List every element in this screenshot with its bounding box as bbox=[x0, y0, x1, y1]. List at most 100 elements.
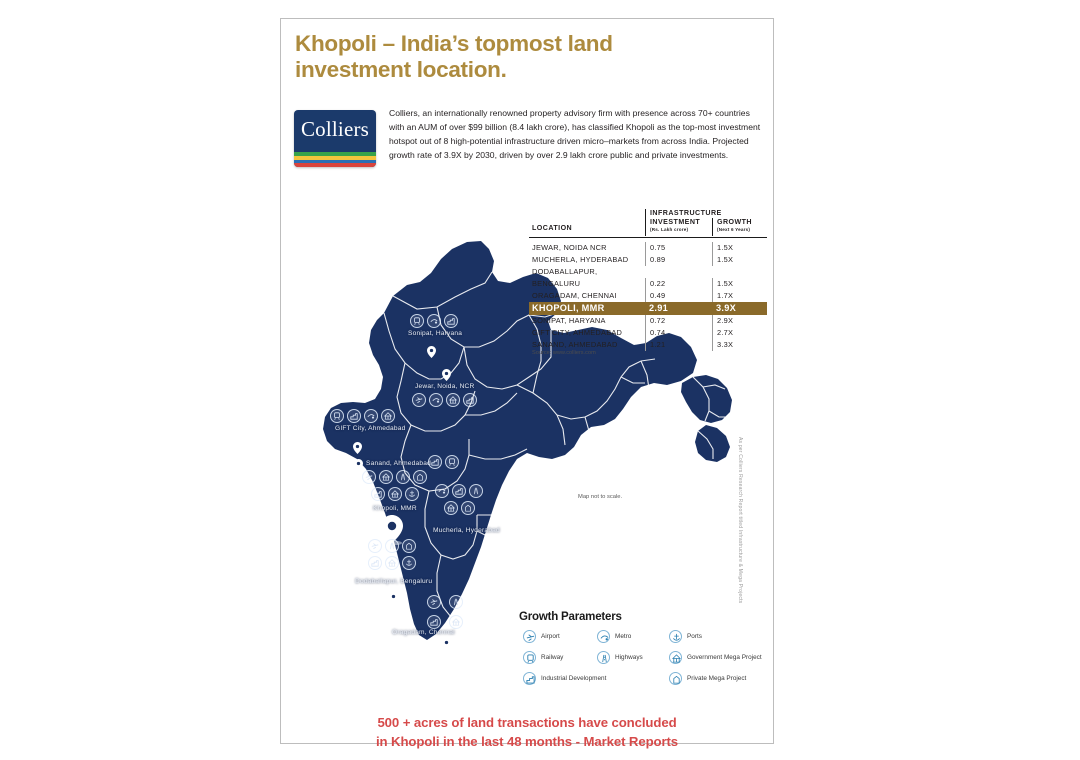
growth-parameters-grid: Airport Metro Ports Railway Highways Gov bbox=[519, 630, 769, 688]
railway-icon bbox=[330, 409, 344, 423]
footer-line-1: 500 + acres of land transactions have co… bbox=[377, 715, 677, 730]
industrial-development-icon bbox=[452, 484, 466, 498]
map-label-jewar: Jewar, Noida, NCR bbox=[415, 383, 475, 390]
highways-icon bbox=[396, 470, 410, 484]
cell-location: DODABALLAPUR, BENGALURU bbox=[532, 267, 598, 288]
cell-growth: 2.9X bbox=[712, 315, 767, 328]
legend-item-industrial-development: Industrial Development bbox=[523, 672, 606, 685]
logo-wordmark: Colliers bbox=[300, 117, 370, 141]
header-growth-unit: (Next 6 Years) bbox=[717, 227, 751, 233]
cell-location: SONIPAT, HARYANA bbox=[532, 316, 606, 326]
ports-icon bbox=[669, 630, 682, 643]
cell-growth: 1.5X bbox=[712, 277, 767, 290]
industrial-development-icon bbox=[428, 455, 442, 469]
highways-icon bbox=[597, 651, 610, 664]
table-row: ORAGADAM, CHENNAI 0.49 1.7X bbox=[529, 289, 767, 302]
india-map: Sonipat, Haryana Jewar, Noida, NCR GIFT … bbox=[289, 197, 769, 697]
cell-location: GIFT CITY, AHMEDABAD bbox=[532, 328, 623, 338]
cell-investment: 0.49 bbox=[645, 289, 712, 302]
header-growth-label: GROWTH bbox=[717, 218, 753, 227]
map-label-sanand: Sanand, Ahmedabad bbox=[366, 460, 431, 467]
government-mega-project-icon bbox=[444, 501, 458, 515]
cell-location: MUCHERLA, HYDERABAD bbox=[532, 255, 629, 265]
footer-line-2: in Khopoli in the last 48 months - Marke… bbox=[375, 734, 679, 750]
legend-item-private-mega-project: Private Mega Project bbox=[669, 672, 746, 685]
airport-icon bbox=[362, 470, 376, 484]
table-row: MUCHERLA, HYDERABAD 0.89 1.5X bbox=[529, 254, 767, 266]
table-row-highlighted: KHOPOLI, MMR 2.91 3.9X bbox=[529, 301, 767, 316]
map-pin-sanand bbox=[354, 458, 363, 471]
investment-table: LOCATION INFRASTRUCTURE INVESTMENT (Rs. … bbox=[529, 209, 767, 352]
airport-icon bbox=[427, 595, 441, 609]
airport-icon bbox=[368, 539, 382, 553]
map-label-sonipat: Sonipat, Haryana bbox=[408, 330, 463, 337]
header-investment-unit: (Rs. Lakh crore) bbox=[650, 227, 689, 233]
government-mega-project-icon bbox=[446, 393, 460, 407]
header-investment-label: INFRASTRUCTURE INVESTMENT bbox=[650, 209, 722, 227]
metro-icon bbox=[364, 409, 378, 423]
logo-stripes bbox=[294, 152, 376, 167]
map-label-oragadam: Oragadam, Chennai bbox=[392, 629, 455, 636]
cell-investment: 0.75 bbox=[645, 242, 712, 255]
table-row: SANAND, AHMEDABAD 1.21 3.3X bbox=[529, 339, 767, 352]
industrial-development-icon bbox=[368, 556, 382, 570]
cell-location: JEWAR, NOIDA NCR bbox=[532, 243, 607, 253]
legend-label: Ports bbox=[687, 633, 702, 640]
ports-icon bbox=[405, 487, 419, 501]
government-mega-project-icon bbox=[379, 470, 393, 484]
table-row: DODABALLAPUR, BENGALURU 0.22 1.5X bbox=[529, 266, 767, 290]
cell-investment: 0.22 bbox=[645, 277, 712, 290]
map-scale-note: Map not to scale. bbox=[578, 494, 623, 500]
legend-item-government-mega-project: Government Mega Project bbox=[669, 651, 762, 664]
map-pin-dodaballapur bbox=[389, 591, 398, 604]
map-pin-sonipat bbox=[427, 345, 436, 358]
industrial-development-icon bbox=[444, 314, 458, 328]
private-mega-project-icon bbox=[402, 539, 416, 553]
metro-icon bbox=[429, 393, 443, 407]
cell-investment: 0.72 bbox=[645, 315, 712, 328]
legend-label: Government Mega Project bbox=[687, 654, 762, 661]
government-mega-project-icon bbox=[669, 651, 682, 664]
infographic-page: Khopoli – India’s topmost land investmen… bbox=[280, 18, 774, 749]
highways-icon bbox=[385, 539, 399, 553]
footer-highlight: 500 + acres of land transactions have co… bbox=[281, 713, 773, 751]
private-mega-project-icon bbox=[461, 501, 475, 515]
ports-icon bbox=[402, 556, 416, 570]
airport-icon bbox=[523, 630, 536, 643]
highways-icon bbox=[449, 595, 463, 609]
railway-icon bbox=[445, 455, 459, 469]
metro-icon bbox=[427, 314, 441, 328]
table-body: JEWAR, NOIDA NCR 0.75 1.5X MUCHERLA, HYD… bbox=[529, 238, 767, 352]
industrial-development-icon bbox=[523, 672, 536, 685]
industrial-development-icon bbox=[463, 393, 477, 407]
private-mega-project-icon bbox=[413, 470, 427, 484]
cell-investment: 1.21 bbox=[645, 339, 712, 352]
airport-icon bbox=[412, 393, 426, 407]
map-pin-jewar bbox=[442, 368, 451, 381]
industrial-development-icon bbox=[371, 487, 385, 501]
cell-location: KHOPOLI, MMR bbox=[532, 302, 605, 313]
industrial-development-icon bbox=[347, 409, 361, 423]
government-mega-project-icon bbox=[381, 409, 395, 423]
growth-parameters-title: Growth Parameters bbox=[519, 611, 622, 623]
cell-location: ORAGADAM, CHENNAI bbox=[532, 290, 617, 300]
government-mega-project-icon bbox=[385, 556, 399, 570]
legend-item-highways: Highways bbox=[597, 651, 643, 664]
legend-item-airport: Airport bbox=[523, 630, 560, 643]
table-header-row: LOCATION INFRASTRUCTURE INVESTMENT (Rs. … bbox=[529, 209, 767, 239]
header-growth: GROWTH (Next 6 Years) bbox=[712, 218, 767, 237]
metro-icon bbox=[435, 484, 449, 498]
cell-investment: 0.89 bbox=[645, 254, 712, 266]
legend-item-railway: Railway bbox=[523, 651, 563, 664]
growth-parameters-legend: Growth Parameters Airport Metro Ports Ra… bbox=[519, 611, 769, 688]
legend-label: Railway bbox=[541, 654, 564, 661]
cell-investment: 2.91 bbox=[649, 302, 669, 313]
cell-investment: 0.74 bbox=[645, 327, 712, 340]
map-pin-gift-city bbox=[353, 441, 362, 454]
industrial-development-icon bbox=[427, 615, 441, 629]
map-label-dodaballapur: Dodaballapur, Bengaluru bbox=[355, 578, 433, 585]
private-mega-project-icon bbox=[669, 672, 682, 685]
cell-growth: 3.3X bbox=[712, 339, 767, 352]
map-label-khopoli: Khopoli, MMR bbox=[373, 505, 417, 512]
legend-item-ports: Ports bbox=[669, 630, 702, 643]
